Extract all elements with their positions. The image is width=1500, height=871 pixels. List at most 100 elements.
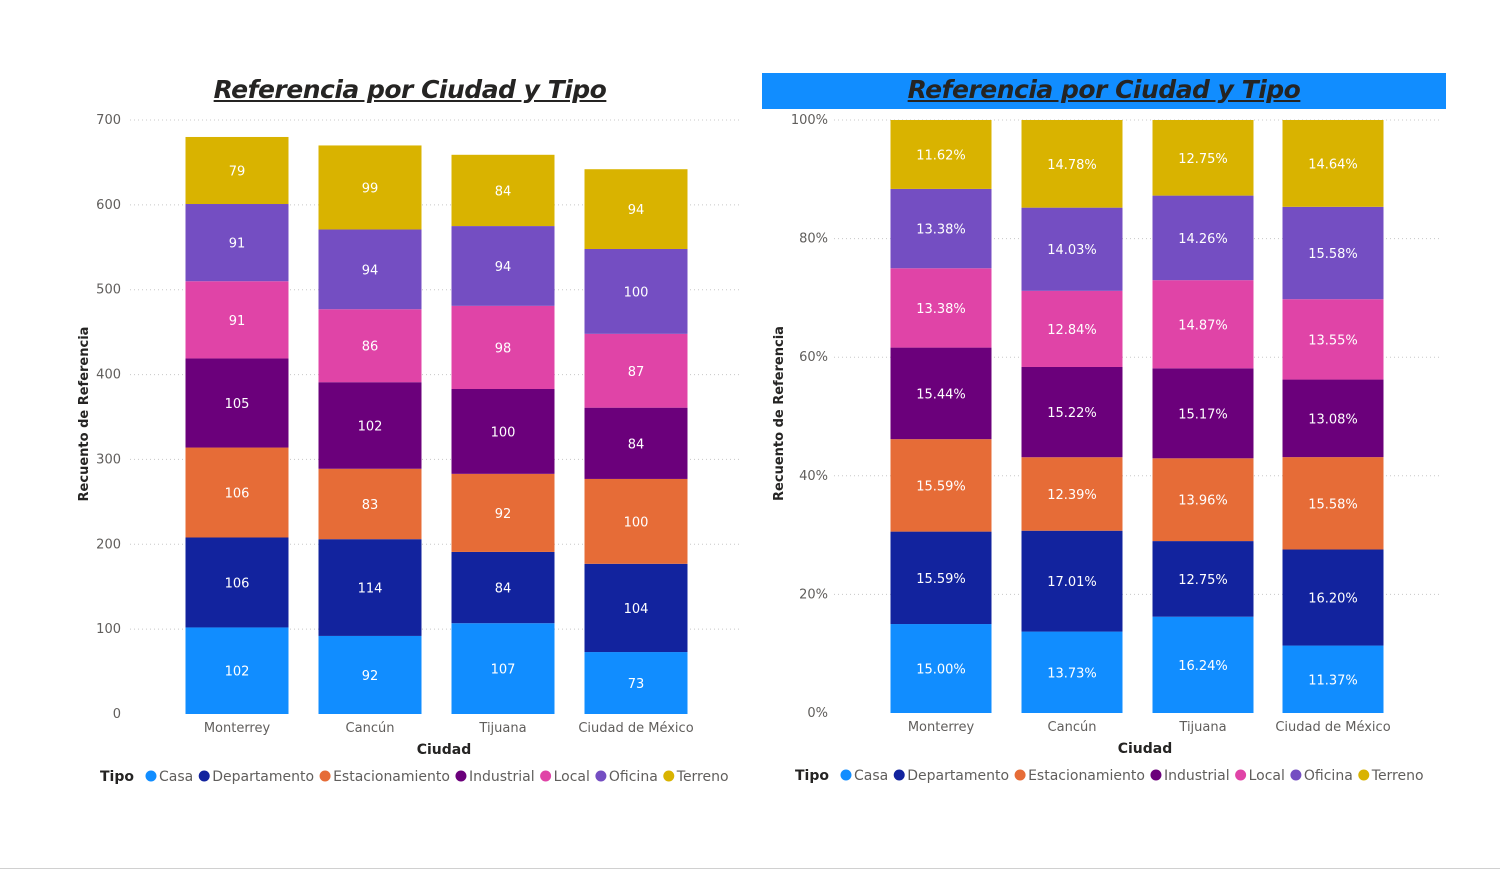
legend-marker xyxy=(595,770,607,782)
legend-label: Terreno xyxy=(1371,768,1424,784)
bar-segment xyxy=(584,478,688,564)
bar-segment xyxy=(1021,530,1123,632)
data-label: 13.38% xyxy=(916,223,966,238)
legend-marker xyxy=(1290,769,1302,781)
bar-segment xyxy=(1152,280,1254,369)
legend-marker xyxy=(1235,769,1247,781)
y-axis-title: Recuento de Referencia xyxy=(772,326,787,501)
data-label: 12.75% xyxy=(1178,152,1228,167)
data-label: 14.87% xyxy=(1178,318,1228,333)
data-label: 14.78% xyxy=(1047,158,1097,173)
x-tick-label: Cancún xyxy=(346,721,395,736)
data-label: 15.59% xyxy=(916,572,966,587)
bar-segment xyxy=(318,229,422,310)
x-axis-title: Ciudad xyxy=(1118,741,1173,757)
bar-segment xyxy=(185,537,289,628)
bar-segment xyxy=(318,468,422,540)
bar-segment xyxy=(890,347,992,440)
bar-segment xyxy=(584,407,688,479)
page-divider xyxy=(0,868,1500,869)
legend-marker xyxy=(893,769,905,781)
bar-segment xyxy=(1021,366,1123,458)
legend-label: Casa xyxy=(854,768,888,784)
data-label: 86 xyxy=(362,340,379,355)
x-tick-label: Tijuana xyxy=(1178,720,1226,735)
y-tick-label: 60% xyxy=(799,350,828,365)
data-label: 16.20% xyxy=(1308,592,1358,607)
data-label: 12.39% xyxy=(1047,488,1097,503)
bar-segment xyxy=(1282,120,1384,207)
bar-segment xyxy=(890,120,992,189)
legend-marker xyxy=(840,769,852,781)
bar-segment xyxy=(1152,120,1254,196)
bar-segment xyxy=(318,635,422,714)
data-label: 100 xyxy=(491,425,516,440)
data-label: 17.01% xyxy=(1047,575,1097,590)
legend-marker xyxy=(1014,769,1026,781)
data-label: 15.58% xyxy=(1308,247,1358,262)
data-label: 84 xyxy=(495,184,512,199)
x-tick-label: Cancún xyxy=(1048,720,1097,735)
bar-segment xyxy=(890,531,992,625)
bar-segment xyxy=(451,551,555,624)
data-label: 84 xyxy=(495,582,512,597)
data-label: 12.75% xyxy=(1178,573,1228,588)
bar-segment xyxy=(318,309,422,383)
legend-label: Estacionamiento xyxy=(333,769,450,785)
legend-title: Tipo xyxy=(100,769,134,785)
bar-segment xyxy=(318,145,422,230)
data-label: 13.08% xyxy=(1308,412,1358,427)
data-label: 14.64% xyxy=(1308,157,1358,172)
bar-segment xyxy=(185,204,289,282)
data-label: 106 xyxy=(225,487,250,502)
y-tick-label: 80% xyxy=(799,232,828,247)
legend-marker xyxy=(145,770,157,782)
data-label: 13.73% xyxy=(1047,666,1097,681)
data-label: 91 xyxy=(229,237,246,252)
data-label: 92 xyxy=(362,669,379,684)
y-tick-label: 0 xyxy=(113,707,121,722)
bar-segment xyxy=(1152,616,1254,713)
title-banner xyxy=(762,73,1446,109)
legend-label: Departamento xyxy=(212,769,314,785)
data-label: 13.38% xyxy=(916,302,966,317)
bar-segment xyxy=(185,447,289,538)
y-tick-label: 600 xyxy=(96,198,121,213)
bar-segment xyxy=(890,439,992,532)
bar-segment xyxy=(185,627,289,714)
bar-segment xyxy=(318,539,422,636)
y-tick-label: 40% xyxy=(799,469,828,484)
data-label: 87 xyxy=(628,365,645,380)
y-tick-label: 0% xyxy=(807,706,828,721)
legend-label: Casa xyxy=(159,769,193,785)
bar-segment xyxy=(1021,631,1123,713)
data-label: 15.17% xyxy=(1178,407,1228,422)
bar-segment xyxy=(451,473,555,552)
data-label: 12.84% xyxy=(1047,323,1097,338)
legend-label: Local xyxy=(1249,768,1285,784)
legend-label: Industrial xyxy=(469,769,535,785)
data-label: 15.44% xyxy=(916,387,966,402)
data-label: 15.59% xyxy=(916,479,966,494)
x-tick-label: Monterrey xyxy=(204,721,271,736)
data-label: 102 xyxy=(358,419,383,434)
y-tick-label: 700 xyxy=(96,113,121,128)
legend-label: Industrial xyxy=(1164,768,1230,784)
y-tick-label: 20% xyxy=(799,587,828,602)
y-tick-label: 400 xyxy=(96,368,121,383)
data-label: 11.62% xyxy=(916,148,966,163)
data-label: 16.24% xyxy=(1178,659,1228,674)
y-tick-label: 100% xyxy=(791,113,828,128)
data-label: 102 xyxy=(225,665,250,680)
chart-panel-count: Referencia por Ciudad y Tipo 0 100 200 300 4… xyxy=(77,75,742,785)
data-label: 14.26% xyxy=(1178,232,1228,247)
bar-segment xyxy=(1021,457,1123,531)
bar-segment xyxy=(890,624,992,713)
bar-segment xyxy=(584,248,688,334)
legend-marker xyxy=(1358,769,1370,781)
data-label: 91 xyxy=(229,314,246,329)
data-label: 100 xyxy=(624,285,649,300)
legend-title: Tipo xyxy=(795,768,829,784)
stacked-bar-chart-count: 0 100 200 300 400 500 600 700 102 106 106 105 91 91 79… xyxy=(77,113,742,785)
bar-segment xyxy=(451,154,555,227)
